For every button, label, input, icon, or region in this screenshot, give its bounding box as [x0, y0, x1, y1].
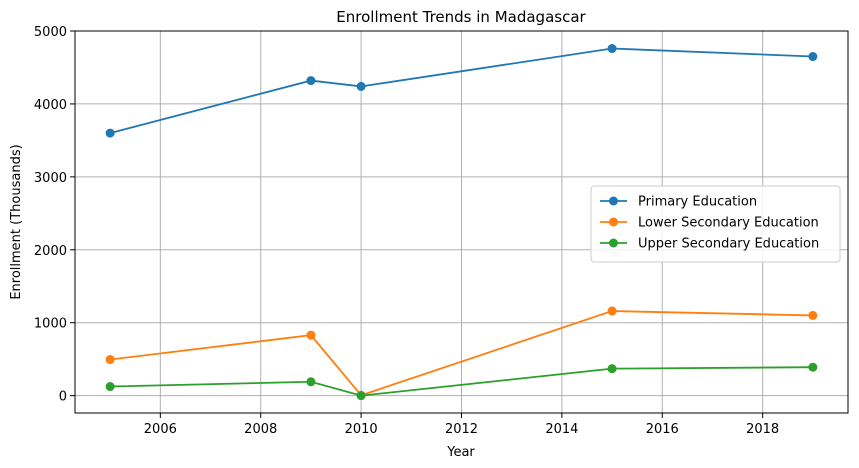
- series-0: [105, 44, 818, 138]
- legend-marker: [609, 217, 618, 227]
- y-tick-label: 4000: [34, 98, 67, 113]
- chart-title: Enrollment Trends in Madagascar: [336, 8, 586, 26]
- y-tick-label: 3000: [34, 171, 67, 186]
- data-point: [105, 382, 115, 392]
- data-point: [607, 44, 617, 54]
- data-point: [808, 310, 818, 320]
- data-point: [356, 81, 366, 91]
- legend-marker: [609, 238, 618, 248]
- x-tick-label: 2018: [746, 422, 779, 437]
- y-tick-label: 1000: [34, 317, 67, 332]
- y-axis: 0 1000 2000 3000 4000 5000: [34, 25, 75, 405]
- data-point: [105, 128, 115, 138]
- y-tick-label: 2000: [34, 244, 67, 259]
- data-point: [808, 52, 818, 62]
- legend-item: Upper Secondary Education: [600, 237, 819, 252]
- legend-label: Primary Education: [638, 195, 757, 210]
- data-point: [607, 306, 617, 316]
- x-tick-label: 2010: [345, 422, 378, 437]
- legend-marker: [609, 196, 618, 206]
- legend-label: Lower Secondary Education: [638, 216, 819, 231]
- legend-item: Lower Secondary Education: [600, 216, 819, 231]
- y-tick-label: 5000: [34, 25, 67, 40]
- legend-label: Upper Secondary Education: [638, 237, 819, 252]
- legend: Primary Education Lower Secondary Educati…: [590, 185, 841, 263]
- x-tick-label: 2008: [244, 422, 277, 437]
- x-tick-label: 2006: [144, 422, 177, 437]
- data-point: [808, 362, 818, 372]
- x-axis-label: Year: [446, 445, 475, 460]
- legend-frame: [590, 185, 841, 263]
- series-layer: [105, 44, 818, 401]
- x-tick-label: 2014: [545, 422, 578, 437]
- data-point: [306, 76, 316, 86]
- data-point: [306, 330, 316, 340]
- y-axis-label: Enrollment (Thousands): [9, 144, 24, 299]
- data-point: [356, 391, 366, 401]
- series-2: [105, 362, 818, 401]
- x-tick-label: 2016: [646, 422, 679, 437]
- x-tick-label: 2012: [445, 422, 478, 437]
- data-point: [105, 355, 115, 365]
- data-point: [306, 377, 316, 387]
- data-point: [607, 364, 617, 374]
- legend-item: Primary Education: [600, 195, 757, 210]
- x-axis: 2006 2008 2010 2012 2014 2016 2018: [144, 413, 779, 437]
- y-tick-label: 0: [59, 390, 67, 405]
